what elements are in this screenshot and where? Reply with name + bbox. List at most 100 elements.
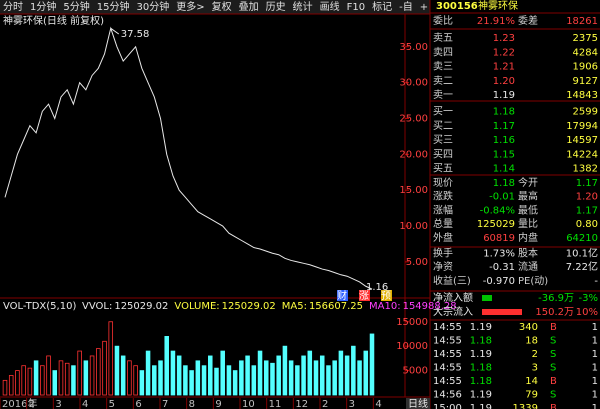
order-book-cell: 17994	[566, 121, 598, 132]
volume-bar	[15, 370, 20, 396]
volume-bar	[338, 350, 344, 396]
toolbar-button[interactable]: -自	[399, 0, 413, 13]
order-book-cell: 卖一	[433, 89, 453, 101]
quote-stat: 10.1亿	[566, 247, 598, 260]
toolbar-button[interactable]: 历史	[266, 1, 286, 13]
order-book-cell: 买一	[433, 106, 453, 118]
y-tick-label: 20.00	[399, 149, 428, 160]
trade-tick: 1.18	[470, 376, 492, 387]
trade-tick: 14:55	[433, 376, 462, 387]
volume-bar	[282, 345, 288, 396]
toolbar-button[interactable]: 标记	[372, 1, 392, 13]
toolbar-button[interactable]: 15分钟	[97, 0, 130, 13]
time-label: 3	[55, 399, 61, 409]
y-tick-label: 10000	[396, 341, 428, 352]
order-book-cell: 14597	[566, 135, 598, 146]
time-label: 10	[242, 399, 255, 409]
time-label: 2016年	[2, 397, 37, 409]
volume-bar	[251, 365, 257, 396]
trade-tick: 1	[592, 349, 598, 360]
time-label: 4	[82, 399, 88, 409]
trade-tick: 1.19	[470, 349, 492, 360]
order-book-cell: 1.17	[493, 121, 515, 132]
legend-value: 154988.28	[403, 301, 457, 312]
volume-bar	[139, 370, 145, 396]
order-book-cell: 9127	[573, 76, 598, 87]
volume-bar	[344, 355, 350, 396]
volume-bar	[301, 355, 306, 396]
toolbar-button[interactable]: 30分钟	[136, 0, 169, 13]
toolbar-button[interactable]: F10	[347, 2, 365, 13]
time-label: 4	[375, 399, 381, 409]
period-tab-bg[interactable]	[406, 398, 430, 409]
volume-bar	[108, 321, 114, 396]
quote-stat: 1.20	[576, 192, 598, 203]
order-book-cell: 买五	[433, 163, 453, 175]
toolbar-button[interactable]: 1分钟	[30, 0, 56, 13]
trade-tick: B	[550, 322, 557, 333]
time-label: 7	[162, 399, 168, 409]
volume-bar	[201, 365, 207, 396]
trade-tick: 2	[532, 349, 538, 360]
volume-bar	[164, 336, 169, 396]
quote-stat: 1.73%	[483, 249, 515, 260]
order-book-cell: 14843	[566, 90, 598, 101]
trade-tick: 15:00	[433, 403, 462, 409]
volume-bar	[176, 355, 182, 396]
volume-bar	[21, 365, 26, 396]
volume-bar	[145, 350, 151, 396]
trade-tick: 79	[525, 390, 538, 401]
fund-flow: 150.2万	[535, 307, 574, 318]
trade-tick: 340	[519, 322, 538, 333]
toolbar-button[interactable]: 分时	[3, 1, 23, 13]
quote-stat: 60819	[483, 233, 515, 244]
quote-stat: 股本	[518, 247, 538, 260]
volume-bar	[214, 367, 219, 396]
toolbar-button[interactable]: 叠加	[239, 1, 259, 13]
time-label: 3	[349, 399, 355, 409]
toolbar-button[interactable]: 画线	[320, 0, 340, 13]
order-book-cell: 卖五	[433, 32, 453, 44]
order-book-cell: 14224	[566, 149, 598, 160]
y-tick-label: 5.00	[406, 257, 428, 268]
volume-bar	[357, 360, 362, 396]
trade-tick: 1.19	[470, 322, 492, 333]
quote-stat: 1.18	[493, 178, 515, 189]
low-label: 1.16	[366, 282, 388, 293]
volume-bar	[8, 375, 14, 396]
time-label: 8	[189, 399, 195, 409]
toolbar-button[interactable]: 统计	[293, 0, 313, 13]
volume-bar	[152, 365, 157, 396]
order-book-cell: 1.19	[493, 90, 515, 101]
quote-stat: 流通	[518, 260, 538, 273]
volume-bar	[183, 365, 188, 396]
volume-bar	[27, 367, 33, 396]
volume-bar	[2, 379, 8, 396]
volume-bar	[270, 362, 275, 396]
toolbar-button[interactable]: 复权	[212, 0, 232, 13]
volume-bar	[257, 350, 263, 396]
volume-bar	[288, 360, 294, 396]
legend-value: 125029.02	[222, 301, 276, 312]
toolbar-button[interactable]: +	[420, 2, 428, 13]
volume-bar	[276, 355, 281, 396]
volume-bar	[96, 348, 101, 396]
toolbar-button[interactable]: 更多>	[176, 0, 204, 13]
volume-bar	[52, 370, 58, 396]
y-tick-label: 30.00	[399, 78, 428, 89]
volume-bar	[363, 350, 369, 396]
quote-stat: PE(动)	[518, 275, 548, 287]
toolbar-button[interactable]: 5分钟	[63, 0, 89, 13]
volume-bar	[351, 345, 356, 396]
trade-tick: 1.18	[470, 363, 492, 374]
volume-bar	[332, 360, 337, 396]
legend-name: MA5:	[282, 301, 307, 312]
order-book-cell: 卖二	[433, 75, 453, 87]
volume-bar	[326, 365, 331, 396]
time-label: 9	[215, 399, 221, 409]
period-tab[interactable]: 日线	[408, 397, 428, 409]
legend-name: MA10:	[369, 301, 401, 312]
volume-bar	[220, 350, 225, 396]
volume-bar	[102, 340, 107, 396]
